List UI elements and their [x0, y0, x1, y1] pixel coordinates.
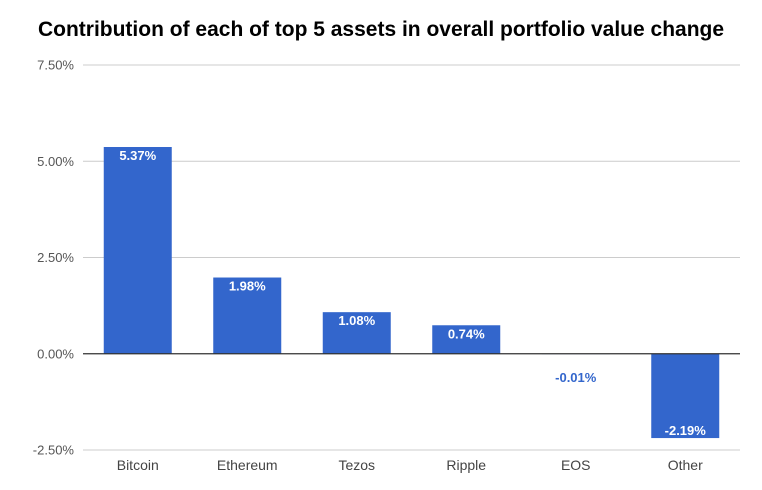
y-tick-label: 5.00%: [37, 154, 74, 169]
bar: [322, 312, 391, 354]
x-tick-label: Other: [668, 457, 703, 473]
x-tick-label: Ripple: [446, 457, 486, 473]
label-layer: -2.50% 0.00% 2.50% 5.00% 7.50% 5.37% Bitcoin 1.…: [33, 58, 706, 474]
y-tick-label: 2.50%: [37, 250, 74, 265]
data-label: 1.98%: [229, 279, 266, 294]
x-tick-label: Ethereum: [217, 457, 278, 473]
chart-title: Contribution of each of top 5 assets in …: [37, 18, 725, 41]
bar: [651, 353, 720, 439]
bar-layer: [103, 147, 720, 439]
x-tick-label: Tezos: [338, 457, 375, 473]
bar: [103, 147, 172, 354]
data-label: 1.08%: [338, 313, 375, 328]
data-label: -2.19%: [665, 423, 707, 438]
data-label: 0.74%: [448, 326, 485, 341]
x-tick-label: Bitcoin: [117, 457, 159, 473]
y-tick-label: 7.50%: [37, 58, 74, 73]
grid-layer: [83, 64, 740, 451]
bar: [213, 277, 282, 354]
data-label: 5.37%: [119, 148, 156, 163]
y-tick-label: -2.50%: [33, 443, 75, 458]
x-tick-label: EOS: [561, 457, 591, 473]
data-label: -0.01%: [555, 370, 597, 385]
bar: [432, 325, 501, 354]
y-tick-label: 0.00%: [37, 346, 74, 361]
